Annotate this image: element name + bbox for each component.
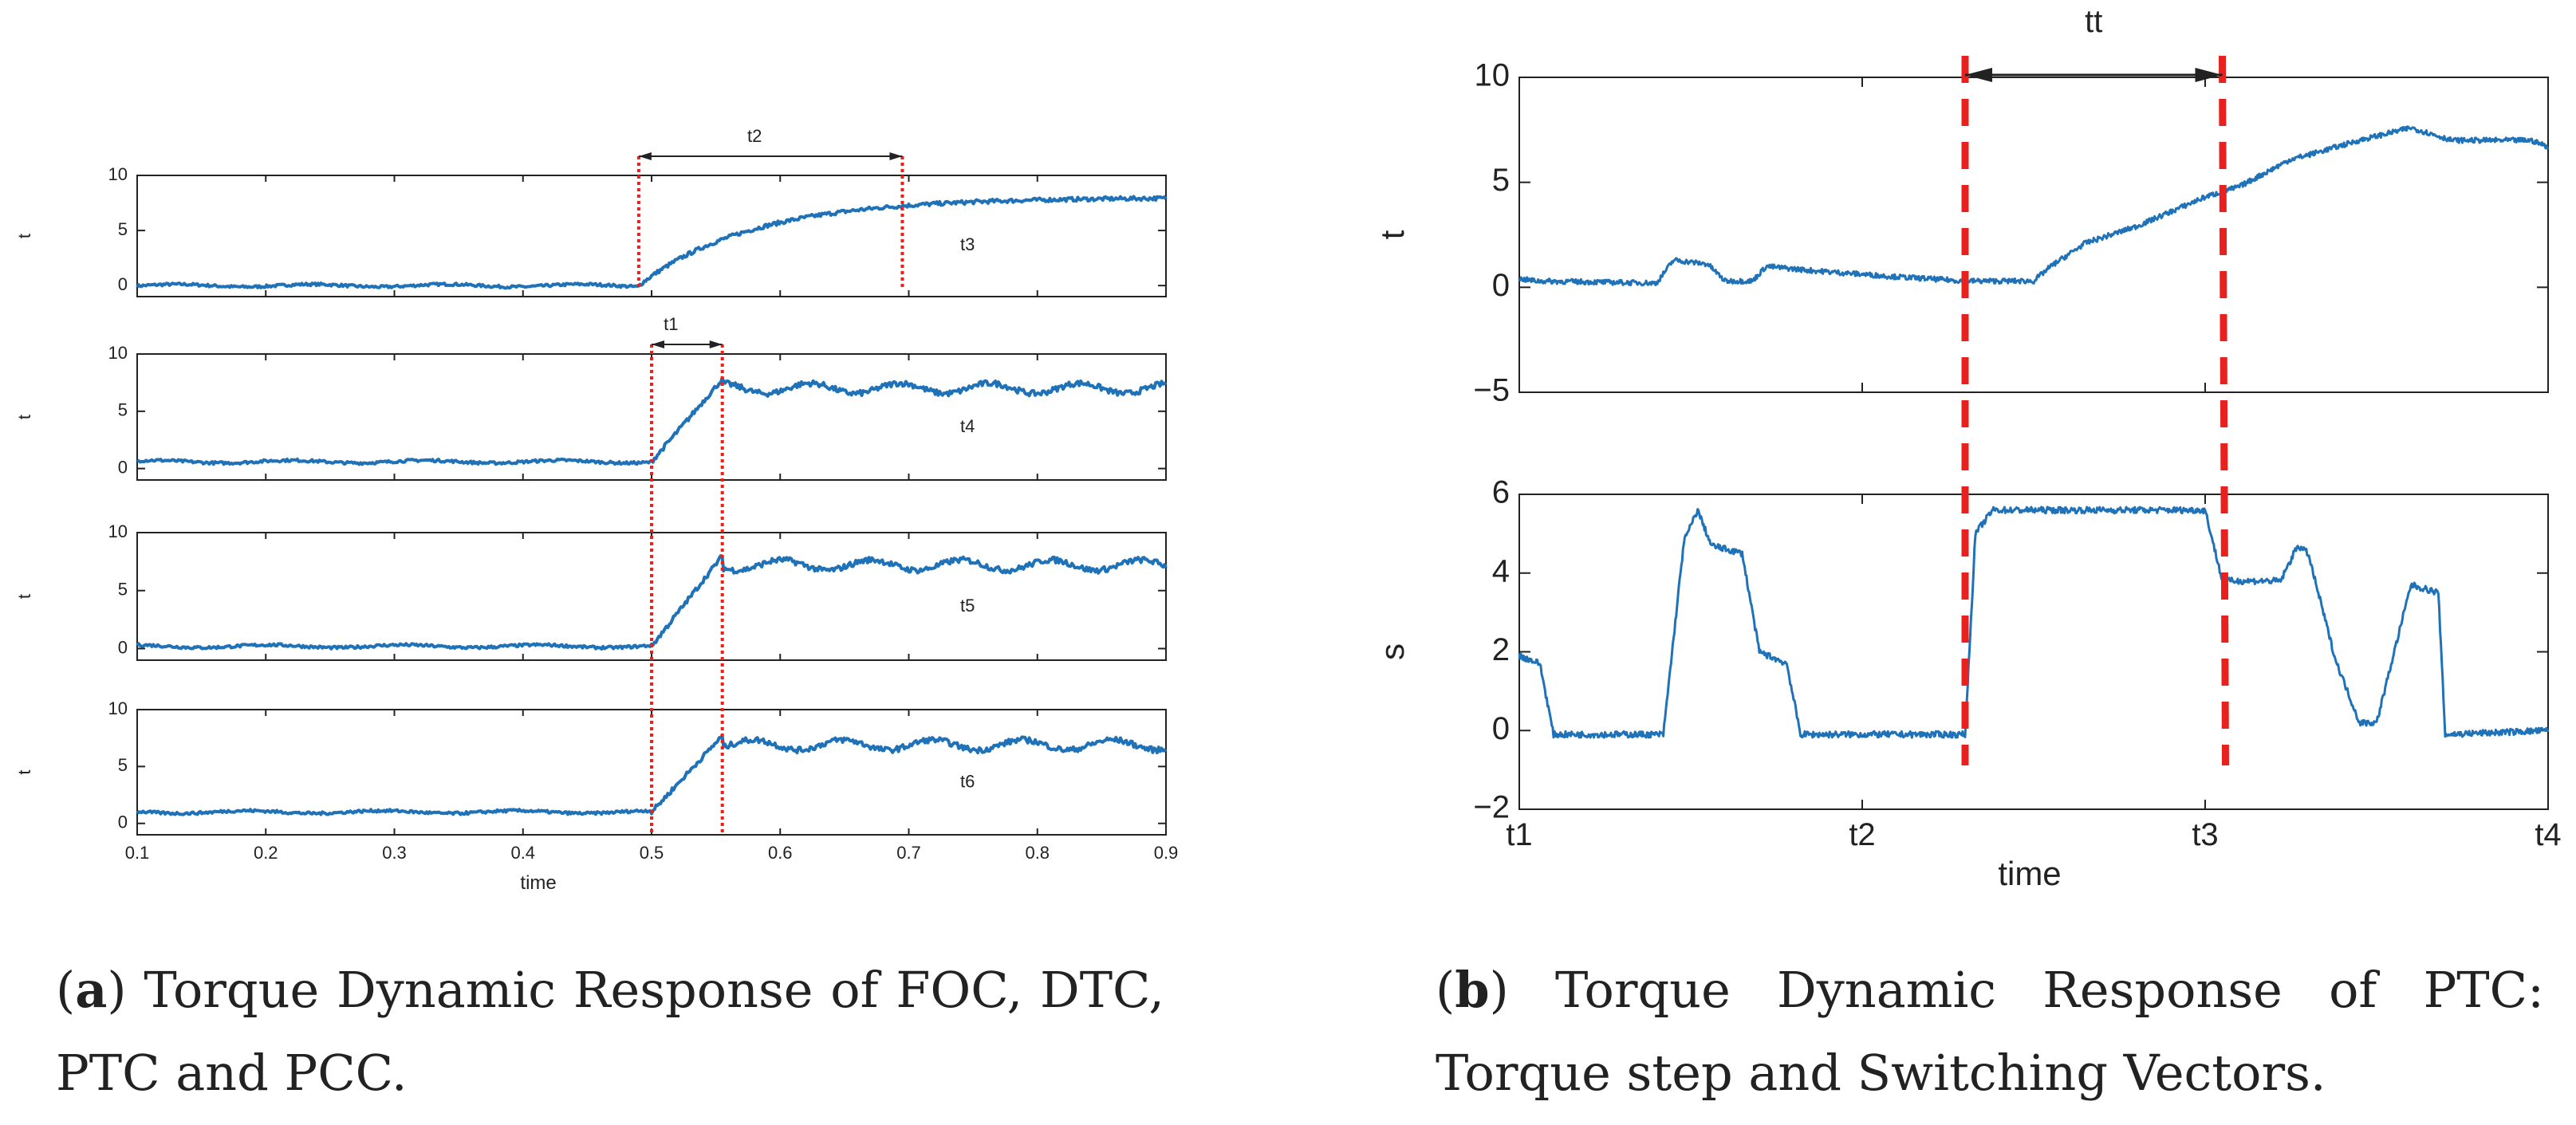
annotation-arrowhead (638, 152, 652, 160)
x-tick-label: t3 (2192, 817, 2218, 852)
caption-b-text: Torque Dynamic Response of PTC: Torque s… (1436, 961, 2544, 1102)
series-label-t3: t3 (960, 234, 975, 254)
annotation-arrowhead (652, 340, 664, 348)
x-tick-label: 0.7 (896, 843, 921, 863)
x-tick-label: 0.8 (1025, 843, 1050, 863)
series-label-t4: t4 (960, 416, 975, 436)
y-axis-label-a-t5: t (14, 594, 34, 599)
annotation-arrowhead (1965, 68, 1992, 82)
y-tick-label: 0 (1492, 711, 1510, 746)
y-tick-label: 10 (1475, 58, 1511, 93)
series-t3-line (136, 195, 1168, 290)
series-b-switching-line (1518, 505, 2550, 739)
y-tick-label: 0 (118, 812, 128, 832)
y-tick-label: 0 (118, 274, 128, 294)
y-tick-label: 10 (108, 343, 128, 363)
y-axis-label-a-t4: t (14, 415, 34, 419)
annotation-label-b: tt (2085, 4, 2102, 39)
series-t5-line (136, 554, 1168, 651)
y-tick-label: 2 (1492, 632, 1510, 667)
x-tick-label: 0.3 (382, 843, 407, 863)
y-tick-label: 0 (118, 637, 128, 657)
y-axis-label-a-t6: t (14, 769, 34, 774)
series-label-t6: t6 (960, 771, 975, 791)
caption-a: (a) Torque Dynamic Response of FOC, DTC,… (56, 961, 1164, 1102)
x-tick-label: t2 (1849, 817, 1875, 852)
x-axis-label-b: time (1998, 855, 2061, 892)
y-tick-label: 5 (118, 580, 128, 600)
y-tick-label: 10 (108, 698, 128, 718)
y-axis-label-b-switching: s (1373, 643, 1411, 660)
x-tick-label: 0.5 (640, 843, 664, 863)
caption-b: (b) Torque Dynamic Response of PTC: Torq… (1436, 961, 2544, 1102)
caption-a-text: Torque Dynamic Response of FOC, DTC, PTC… (56, 961, 1164, 1102)
y-tick-label: 5 (1492, 163, 1510, 198)
caption-a-tag: a (75, 961, 108, 1019)
annotation-arrowhead (2195, 68, 2223, 82)
y-tick-label: 10 (108, 521, 128, 541)
caption-b-tag: b (1455, 961, 1490, 1019)
y-tick-label: 0 (118, 457, 128, 477)
annotation-arrowhead (709, 340, 723, 348)
x-tick-label: 0.9 (1154, 843, 1179, 863)
series-label-t5: t5 (960, 596, 975, 616)
y-tick-label: 0 (1492, 268, 1510, 303)
marker-line-b-1 (2219, 55, 2229, 766)
x-axis-label-a: time (520, 872, 556, 894)
y-tick-label: −2 (1473, 790, 1510, 825)
x-tick-label: 0.6 (768, 843, 793, 863)
subplot-b-torque-frame (1518, 77, 2549, 393)
y-axis-label-b-torque: t (1373, 230, 1411, 239)
annotation-label-t2: t2 (747, 126, 762, 146)
y-tick-label: −5 (1473, 373, 1510, 408)
y-tick-label: 5 (118, 755, 128, 775)
x-tick-label: t1 (1506, 817, 1532, 852)
series-t6-line (136, 734, 1168, 816)
series-b-torque-line (1518, 125, 2550, 287)
annotation-label-t1: t1 (664, 314, 678, 334)
y-tick-label: 6 (1492, 475, 1510, 510)
y-tick-label: 5 (118, 400, 128, 420)
x-tick-label: t4 (2535, 817, 2561, 852)
y-axis-label-a-t3: t (14, 234, 34, 238)
y-tick-label: 5 (118, 219, 128, 239)
y-tick-label: 10 (108, 164, 128, 184)
x-tick-label: 0.1 (125, 843, 150, 863)
annotation-arrowhead (889, 152, 903, 160)
x-tick-label: 0.2 (254, 843, 278, 863)
y-tick-label: 4 (1492, 553, 1510, 588)
x-tick-label: 0.4 (510, 843, 535, 863)
